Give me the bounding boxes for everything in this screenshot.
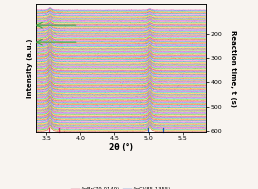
- Legend: AgBr(79-0149), AgCl(85-1355): AgBr(79-0149), AgCl(85-1355): [69, 185, 174, 189]
- Y-axis label: Reaction time, t (s): Reaction time, t (s): [230, 29, 236, 107]
- X-axis label: 2θ (°): 2θ (°): [109, 143, 133, 152]
- Y-axis label: Intensity (a.u.): Intensity (a.u.): [27, 38, 33, 98]
